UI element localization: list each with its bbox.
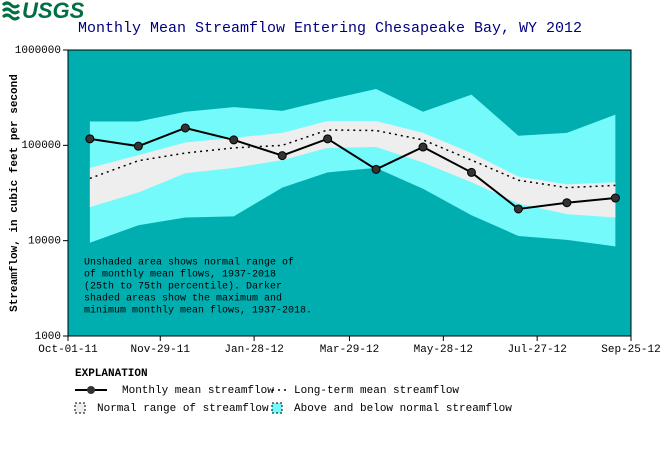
annotation: minimum monthly mean flows, 1937-2018. bbox=[84, 305, 312, 317]
annotation: shaded areas show the maximum and bbox=[84, 293, 282, 305]
range-band bbox=[89, 120, 616, 218]
data-point bbox=[562, 198, 572, 208]
data-point bbox=[85, 134, 95, 144]
x-tick-label: May-28-12 bbox=[414, 344, 473, 356]
data-point bbox=[610, 193, 620, 203]
data-point bbox=[513, 204, 523, 214]
legend-label: Above and below normal streamflow bbox=[294, 403, 512, 415]
y-tick-label: 1000 bbox=[35, 331, 61, 343]
x-tick-label: Mar-29-12 bbox=[320, 344, 379, 356]
logo-waves bbox=[1, 1, 21, 21]
legend-label: Normal range of streamflow bbox=[97, 403, 269, 415]
data-point bbox=[323, 134, 333, 144]
annotation: Unshaded area shows normal range of bbox=[84, 257, 294, 269]
data-point bbox=[371, 164, 381, 174]
legend-title: EXPLANATION bbox=[75, 368, 148, 380]
legend-swatch bbox=[74, 402, 86, 414]
x-tick-label: Nov-29-11 bbox=[131, 344, 191, 356]
long-term-mean-line bbox=[89, 129, 616, 189]
x-tick-label: Jan-28-12 bbox=[224, 344, 283, 356]
y-axis-label: Streamflow, in cubic feet per second bbox=[9, 74, 21, 312]
data-point bbox=[418, 142, 428, 152]
data-point bbox=[277, 151, 287, 161]
chart-title: Monthly Mean Streamflow Entering Chesape… bbox=[78, 20, 582, 37]
data-point bbox=[180, 123, 190, 133]
y-tick-label: 1000000 bbox=[15, 45, 61, 57]
legend-swatch bbox=[271, 402, 283, 414]
data-point bbox=[229, 135, 239, 145]
legend-label: Long-term mean streamflow bbox=[294, 385, 459, 397]
legend-marker bbox=[87, 386, 95, 394]
legend-label: Monthly mean streamflow bbox=[122, 385, 274, 397]
annotation: of monthly mean flows, 1937-2018 bbox=[84, 269, 276, 281]
data-point bbox=[466, 167, 476, 177]
y-tick-label: 10000 bbox=[28, 236, 61, 248]
mean-line bbox=[89, 126, 616, 211]
range-band bbox=[89, 88, 616, 247]
x-tick-label: Sep-25-12 bbox=[601, 344, 660, 356]
logo: USGS bbox=[22, 0, 85, 23]
x-tick-label: Jul-27-12 bbox=[507, 344, 566, 356]
annotation: (25th to 75th percentile). Darker bbox=[84, 281, 282, 293]
data-point bbox=[133, 141, 143, 151]
y-tick-label: 100000 bbox=[21, 140, 61, 152]
x-tick-label: Oct-01-11 bbox=[38, 344, 98, 356]
